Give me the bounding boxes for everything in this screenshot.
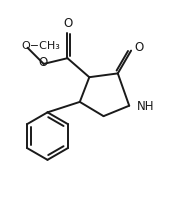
Text: O: O: [63, 17, 73, 30]
Text: O: O: [39, 55, 48, 68]
Text: O: O: [134, 41, 143, 54]
Text: NH: NH: [137, 100, 154, 113]
Text: O−CH₃: O−CH₃: [21, 41, 60, 51]
